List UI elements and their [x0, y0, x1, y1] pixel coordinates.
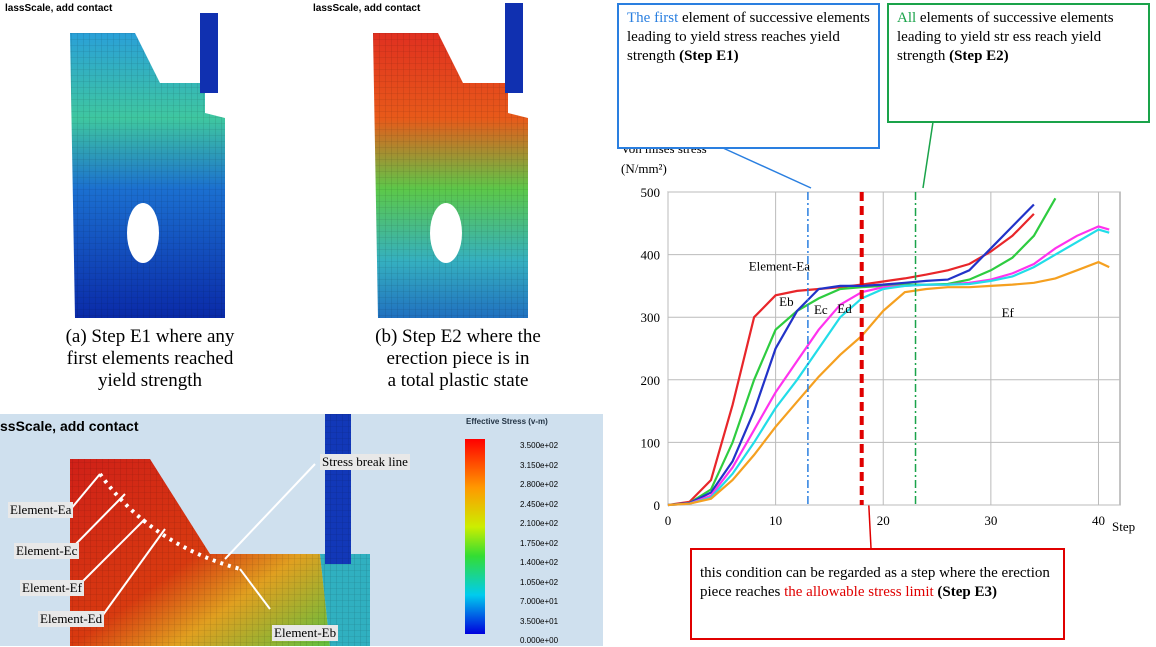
fem-label: Element-Ef: [20, 580, 84, 596]
arrow: [923, 122, 933, 188]
note-highlight: the allowable stress limit: [784, 584, 934, 600]
caption-a: (a) Step E1 where any first elements rea…: [5, 326, 295, 392]
x-tick-label: 10: [769, 513, 782, 528]
caption-line: (a) Step E1 where any: [5, 326, 295, 348]
note-limit: this condition can be regarded as a step…: [690, 548, 1065, 640]
caption-line: first elements reached: [5, 348, 295, 370]
image-header: ssScale, add contact: [0, 418, 139, 434]
arrow: [723, 148, 811, 188]
x-tick-label: 40: [1092, 513, 1105, 528]
legend-value: 1.050e+02: [520, 573, 558, 593]
series-label: Element-Ea: [749, 258, 811, 273]
caption-b: (b) Step E2 where the erection piece is …: [313, 326, 603, 392]
x-axis-label: Step: [1112, 519, 1135, 534]
y-tick-label: 0: [654, 498, 661, 513]
legend-value: 0.000e+00: [520, 631, 558, 647]
legend-value: 2.800e+02: [520, 475, 558, 495]
note-step: (Step E3): [934, 584, 997, 600]
legend-value: 2.450e+02: [520, 495, 558, 515]
caption-line: a total plastic state: [313, 370, 603, 392]
fem-label: Stress break line: [320, 454, 410, 470]
page: lassScale, add contact lassScale, add co…: [0, 0, 1156, 647]
series-label: Ed: [837, 301, 852, 316]
legend-title: Effective Stress (v-m): [466, 417, 548, 426]
y-tick-label: 500: [641, 185, 661, 200]
image-header: lassScale, add contact: [313, 3, 420, 14]
x-tick-label: 30: [984, 513, 997, 528]
series-label: Ec: [814, 302, 828, 317]
note-step: (Step E1): [679, 48, 739, 64]
legend-value: 2.100e+02: [520, 514, 558, 534]
y-tick-label: 400: [641, 248, 661, 263]
fem-image-b: [313, 3, 603, 318]
fem-label: Element-Eb: [272, 625, 338, 641]
legend-value: 3.500e+01: [520, 612, 558, 632]
x-tick-label: 0: [665, 513, 672, 528]
series-label: Ef: [1002, 305, 1015, 320]
y-tick-label: 300: [641, 310, 661, 325]
note-all: All elements of successive elements lead…: [887, 3, 1150, 123]
legend-value: 3.500e+02: [520, 436, 558, 456]
plot-area: [668, 192, 1120, 505]
caption-line: erection piece is in: [313, 348, 603, 370]
image-header: lassScale, add contact: [5, 3, 112, 14]
note-first: The first element of successive elements…: [617, 3, 880, 149]
y-tick-label: 100: [641, 435, 661, 450]
note-highlight: The first: [627, 10, 678, 26]
x-tick-label: 20: [877, 513, 890, 528]
note-step: (Step E2): [949, 48, 1009, 64]
note-highlight: All: [897, 10, 916, 26]
legend-value: 1.400e+02: [520, 553, 558, 573]
fem-label: Element-Ec: [14, 543, 79, 559]
fem-label: Element-Ea: [8, 502, 73, 518]
legend-value: 3.150e+02: [520, 456, 558, 476]
caption-line: yield strength: [5, 370, 295, 392]
legend-value: 1.750e+02: [520, 534, 558, 554]
fem-label: Element-Ed: [38, 611, 104, 627]
y-axis-label: (N/mm²): [621, 161, 667, 176]
y-tick-label: 200: [641, 373, 661, 388]
caption-line: (b) Step E2 where the: [313, 326, 603, 348]
fem-image-a: [5, 3, 295, 318]
series-label: Eb: [779, 294, 793, 309]
legend-value: 7.000e+01: [520, 592, 558, 612]
